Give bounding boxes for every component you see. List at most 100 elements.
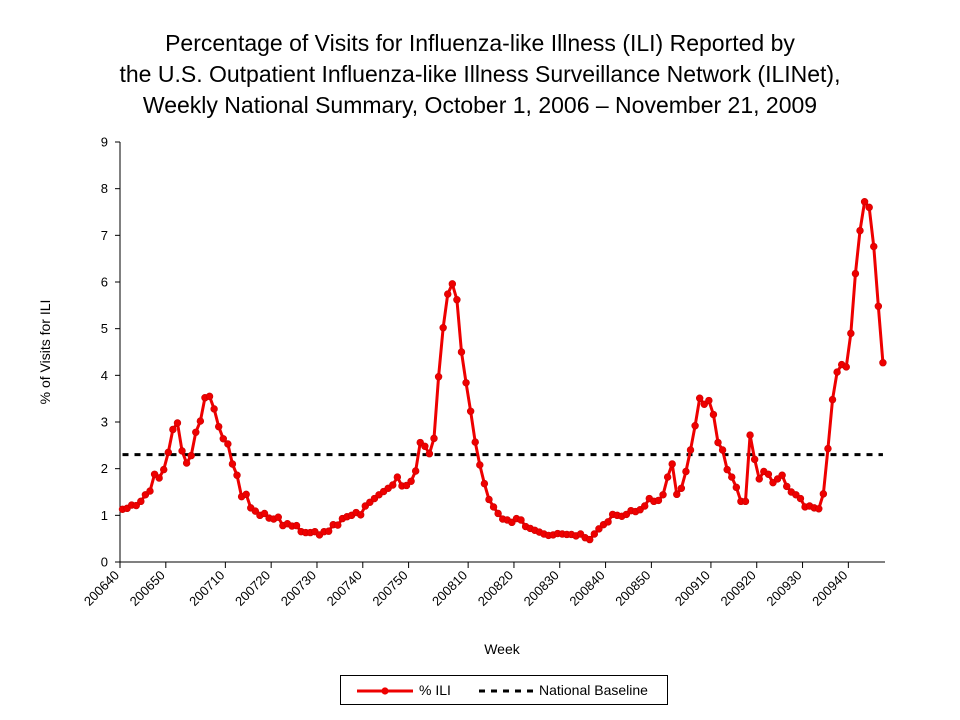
- ili-point: [723, 465, 731, 474]
- ili-point: [796, 494, 805, 503]
- ili-point: [324, 527, 333, 535]
- ili-point: [860, 198, 869, 206]
- ili-point: [228, 460, 237, 468]
- ili-point: [389, 481, 397, 489]
- x-axis-label: Week: [484, 641, 521, 657]
- ili-point: [173, 419, 182, 427]
- ili-point: [169, 425, 177, 434]
- ili-point: [421, 442, 429, 450]
- ili-point: [480, 479, 489, 488]
- ili-point: [819, 490, 828, 498]
- x-tick-label: 200640: [81, 568, 122, 609]
- y-tick-label: 9: [101, 135, 108, 150]
- y-tick-label: 2: [101, 461, 108, 476]
- ili-point: [453, 296, 461, 304]
- ili-point: [586, 535, 594, 544]
- x-tick-label: 200750: [369, 568, 410, 609]
- ili-point: [695, 394, 704, 402]
- ili-point: [146, 487, 154, 495]
- ili-point: [686, 446, 695, 454]
- x-tick-label: 200810: [429, 568, 470, 609]
- ili-point: [783, 482, 791, 491]
- ili-point: [196, 417, 205, 425]
- ili-point: [746, 431, 754, 439]
- y-axis: 0 1 2 3 4 5 6 7 8 9: [101, 135, 121, 570]
- ili-point: [828, 395, 837, 404]
- ili-point: [192, 428, 200, 436]
- ili-point: [457, 348, 466, 356]
- ili-point: [444, 290, 452, 298]
- ili-point: [462, 379, 470, 387]
- ili-point: [778, 471, 786, 479]
- ili-point: [663, 473, 672, 481]
- ili-point: [847, 329, 855, 338]
- ili-point: [160, 465, 168, 474]
- x-tick-label: 200740: [324, 568, 365, 609]
- y-tick-label: 4: [101, 368, 108, 383]
- ili-point: [494, 509, 502, 518]
- ili-point: [334, 521, 342, 529]
- ili-point: [434, 373, 443, 381]
- ili-point: [411, 467, 420, 475]
- ili-point: [393, 473, 402, 481]
- ili-point: [466, 407, 475, 415]
- ili-point: [870, 242, 878, 251]
- line-chart: 0 1 2 3 4 5 6 7 8 9 200640 200650 200710 200720 20073…: [37, 135, 887, 657]
- title-line-3: Weekly National Summary, October 1, 2006…: [142, 92, 818, 118]
- ili-point: [654, 496, 663, 505]
- ili-point: [595, 525, 603, 533]
- ili-point: [448, 280, 457, 288]
- ili-point: [425, 450, 434, 458]
- y-tick-label: 8: [101, 181, 108, 196]
- ili-point: [402, 481, 411, 490]
- ili-point: [274, 513, 282, 521]
- ili-point: [132, 501, 140, 510]
- y-axis-label: % of Visits for ILI: [37, 300, 53, 405]
- ili-point: [755, 475, 763, 483]
- ili-point: [233, 471, 241, 479]
- ili-point: [865, 203, 873, 212]
- ili-point: [224, 440, 232, 448]
- ili-point: [178, 447, 186, 455]
- y-tick-label: 1: [101, 508, 108, 523]
- ili-point: [682, 467, 690, 476]
- ili-point: [215, 422, 223, 431]
- ili-point: [155, 474, 163, 482]
- ili-point: [641, 502, 649, 510]
- legend-swatch-baseline: [479, 689, 533, 693]
- ili-point: [824, 444, 832, 453]
- y-tick-label: 0: [101, 555, 108, 570]
- ili-point: [439, 324, 447, 332]
- ili-point: [705, 396, 713, 405]
- ili-point: [833, 368, 841, 376]
- ili-point: [741, 497, 750, 506]
- ili-point: [407, 477, 415, 485]
- x-tick-label: 200840: [566, 568, 607, 609]
- title-line-2: the U.S. Outpatient Influenza-like Illne…: [119, 61, 841, 87]
- ili-point: [205, 392, 214, 401]
- ili-point: [874, 302, 883, 310]
- y-tick-label: 7: [101, 228, 108, 243]
- x-tick-label: 200910: [672, 568, 713, 609]
- ili-point: [292, 521, 301, 530]
- ili-point: [677, 484, 686, 492]
- chart-title: Percentage of Visits for Influenza-like …: [0, 28, 960, 121]
- ili-point: [357, 511, 365, 519]
- ili-point: [815, 505, 823, 513]
- ili-point: [659, 491, 667, 499]
- ili-point: [728, 473, 736, 481]
- x-tick-label: 200720: [232, 568, 273, 609]
- legend: % ILI National Baseline: [340, 675, 668, 705]
- ili-point: [187, 451, 195, 460]
- ili-point: [517, 516, 525, 524]
- legend-label-baseline: National Baseline: [539, 682, 648, 698]
- x-tick-label: 200940: [809, 568, 850, 609]
- x-axis: 200640 200650 200710 200720 200730 200740 2007…: [81, 561, 885, 609]
- x-tick-label: 200930: [763, 568, 804, 609]
- ili-point: [879, 359, 887, 367]
- ili-point: [485, 495, 493, 504]
- ili-point: [137, 497, 145, 506]
- ili-point: [604, 518, 612, 526]
- ili-point: [691, 422, 699, 430]
- ili-point: [476, 461, 484, 469]
